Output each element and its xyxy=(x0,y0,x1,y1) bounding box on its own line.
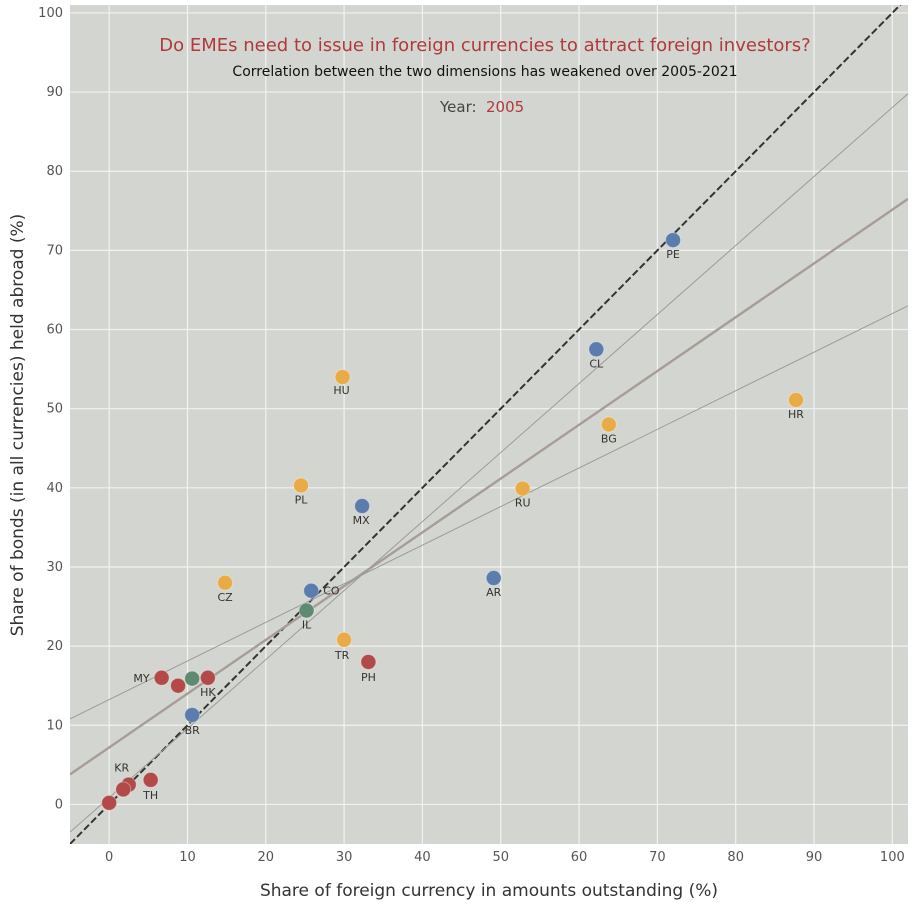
year-value[interactable]: 2005 xyxy=(486,98,524,116)
point-pl xyxy=(293,477,310,494)
x-tick-label: 90 xyxy=(806,850,823,865)
year-label: Year: xyxy=(439,98,477,116)
point-label-bg: BG xyxy=(601,433,617,446)
point-unlabeled xyxy=(170,677,187,694)
x-axis-ticks: 0 10 20 30 40 50 60 70 80 90 100 xyxy=(105,850,905,865)
x-tick-label: 50 xyxy=(492,850,509,865)
x-tick-label: 20 xyxy=(258,850,275,865)
y-axis-ticks: 0 10 20 30 40 50 60 70 80 90 100 xyxy=(38,6,63,813)
point-labels: PE CL HU BG HR PL MX RU CZ CO IL AR TR PH MY HK BR KR TH xyxy=(114,248,804,802)
y-tick-label: 10 xyxy=(46,718,63,733)
point-pe xyxy=(665,232,682,249)
chart-title: Do EMEs need to issue in foreign currenc… xyxy=(159,35,810,56)
point-label-hr: HR xyxy=(788,408,804,421)
point-label-pe: PE xyxy=(666,248,680,261)
y-tick-label: 30 xyxy=(46,560,63,575)
point-unlabeled xyxy=(101,794,118,811)
point-label-kr: KR xyxy=(114,762,129,775)
y-axis-title: Share of bonds (in all currencies) held … xyxy=(8,214,28,637)
point-unlabeled xyxy=(115,781,132,798)
point-th xyxy=(142,771,159,788)
point-label-hu: HU xyxy=(333,384,349,397)
point-hk xyxy=(199,669,216,686)
point-ar xyxy=(485,570,502,587)
point-hu xyxy=(334,369,351,386)
x-tick-label: 100 xyxy=(880,850,905,865)
y-tick-label: 70 xyxy=(46,243,63,258)
reference-line xyxy=(70,305,908,720)
point-co xyxy=(303,582,320,599)
point-label-hk: HK xyxy=(200,686,216,699)
point-hr xyxy=(788,391,805,408)
reference-line xyxy=(70,93,908,833)
point-il xyxy=(298,602,315,619)
x-tick-label: 80 xyxy=(727,850,744,865)
point-label-il: IL xyxy=(302,619,312,632)
point-label-my: MY xyxy=(133,672,149,685)
point-unlabeled xyxy=(184,670,201,687)
point-label-ru: RU xyxy=(515,497,531,510)
point-cl xyxy=(588,341,605,358)
point-label-cz: CZ xyxy=(217,591,233,604)
point-label-cl: CL xyxy=(589,357,604,370)
x-tick-label: 70 xyxy=(649,850,666,865)
point-bg xyxy=(600,416,617,433)
y-tick-label: 50 xyxy=(46,402,63,417)
grid xyxy=(70,5,908,844)
y-tick-label: 60 xyxy=(46,323,63,338)
x-tick-label: 30 xyxy=(336,850,353,865)
point-label-br: BR xyxy=(185,724,201,737)
point-label-ph: PH xyxy=(361,671,376,684)
point-label-tr: TR xyxy=(334,649,350,662)
point-cz xyxy=(217,574,234,591)
point-ru xyxy=(514,480,531,497)
reference-line xyxy=(70,5,902,844)
point-label-ar: AR xyxy=(486,586,502,599)
point-label-mx: MX xyxy=(353,514,370,527)
point-label-co: CO xyxy=(323,585,340,598)
x-tick-label: 40 xyxy=(414,850,431,865)
plot-area xyxy=(70,5,908,844)
y-tick-label: 20 xyxy=(46,639,63,654)
y-tick-label: 90 xyxy=(46,85,63,100)
x-tick-label: 60 xyxy=(571,850,588,865)
point-label-th: TH xyxy=(142,789,158,802)
point-ph xyxy=(360,653,377,670)
y-tick-label: 40 xyxy=(46,481,63,496)
y-tick-label: 100 xyxy=(38,6,63,21)
y-tick-label: 80 xyxy=(46,164,63,179)
point-mx xyxy=(354,498,371,515)
point-tr xyxy=(336,631,353,648)
y-tick-label: 0 xyxy=(55,797,63,812)
point-label-pl: PL xyxy=(295,493,309,506)
chart-subtitle: Correlation between the two dimensions h… xyxy=(232,64,737,80)
point-my xyxy=(153,669,170,686)
data-points xyxy=(101,232,805,811)
point-br xyxy=(184,706,201,723)
x-tick-label: 0 xyxy=(105,850,113,865)
x-tick-label: 10 xyxy=(179,850,196,865)
x-axis-title: Share of foreign currency in amounts out… xyxy=(260,881,718,901)
